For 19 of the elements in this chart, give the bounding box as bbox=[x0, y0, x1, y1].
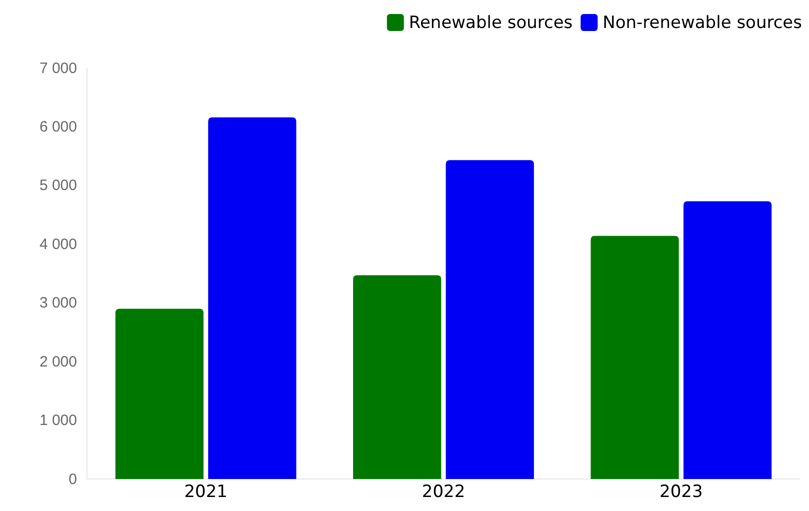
x-tick-label: 2022 bbox=[422, 482, 466, 502]
bar bbox=[353, 275, 442, 479]
y-tick-label: 5 000 bbox=[39, 177, 77, 194]
bar bbox=[208, 117, 296, 479]
y-tick-label: 4 000 bbox=[39, 236, 77, 253]
y-tick-label: 7 000 bbox=[39, 60, 77, 77]
y-tick-label: 3 000 bbox=[39, 294, 77, 312]
x-tick-label: 2021 bbox=[184, 482, 228, 502]
bar bbox=[590, 236, 679, 479]
y-tick-label: 1 000 bbox=[39, 412, 77, 430]
y-tick-label: 6 000 bbox=[39, 118, 77, 136]
y-tick-label: 0 bbox=[68, 470, 77, 488]
legend-label: Renewable sources bbox=[408, 13, 573, 33]
y-tick-label: 2 000 bbox=[39, 353, 77, 370]
bar bbox=[115, 308, 204, 479]
bar bbox=[446, 160, 534, 479]
bar bbox=[683, 201, 772, 479]
x-tick-label: 2023 bbox=[660, 482, 703, 502]
legend-label: Non-renewable sources bbox=[602, 13, 802, 33]
